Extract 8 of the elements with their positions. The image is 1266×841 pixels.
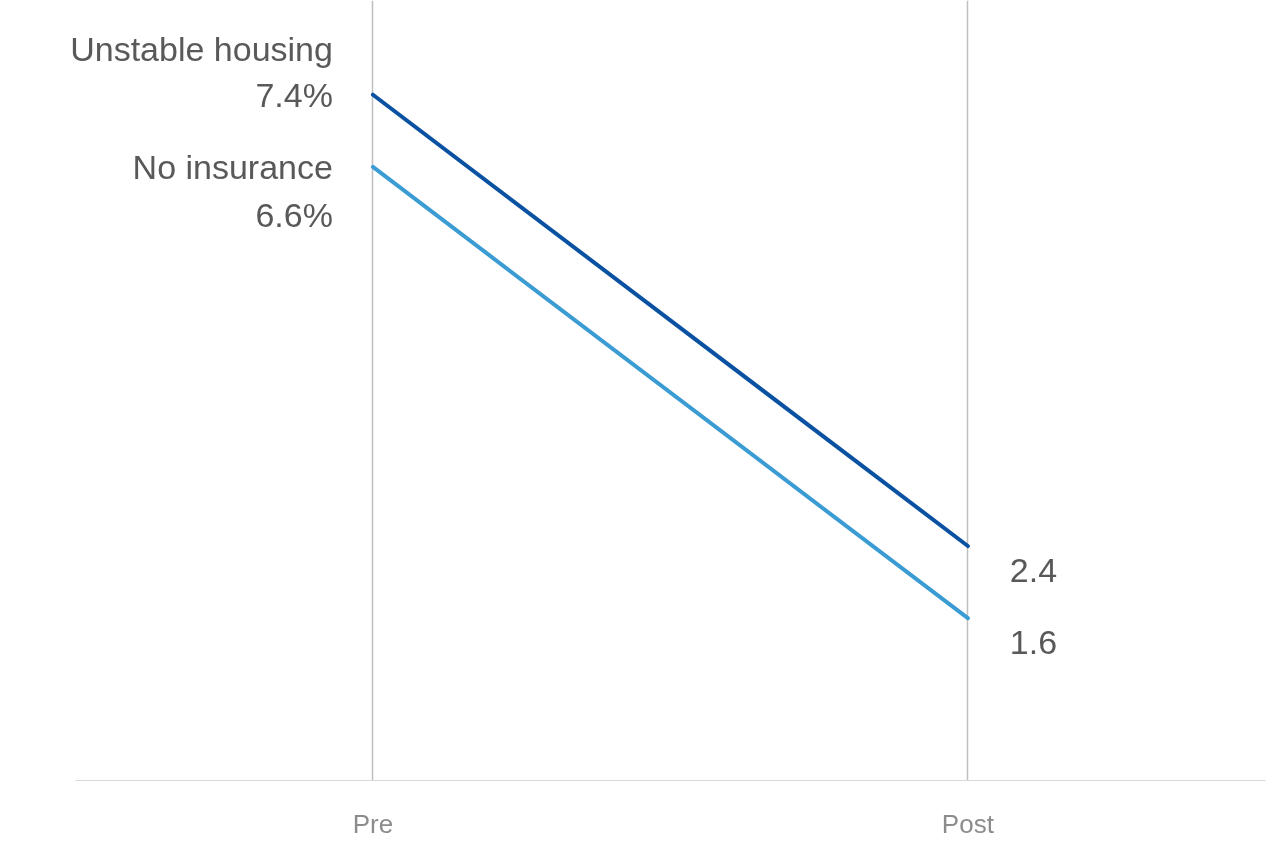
x-tick-label: Post — [941, 808, 995, 839]
x-tick-label: Pre — [352, 808, 394, 839]
data-label: 2.4 — [1009, 550, 1058, 589]
data-label: 6.6% — [255, 195, 333, 234]
series-label: Unstable housing — [70, 29, 333, 68]
data-label: 7.4% — [255, 75, 333, 114]
data-label: 1.6 — [1009, 622, 1058, 661]
series-label: No insurance — [132, 147, 333, 186]
